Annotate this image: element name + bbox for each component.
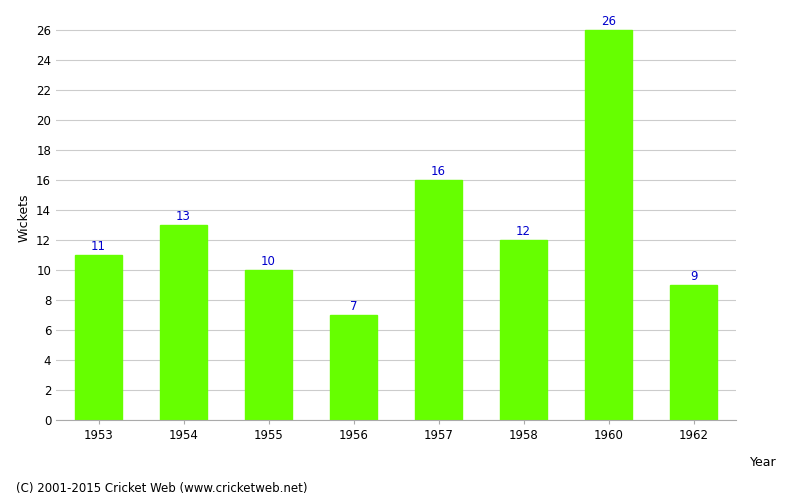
Text: 13: 13: [176, 210, 191, 223]
Bar: [585, 30, 632, 420]
Text: (C) 2001-2015 Cricket Web (www.cricketweb.net): (C) 2001-2015 Cricket Web (www.cricketwe…: [16, 482, 307, 495]
Bar: [245, 270, 292, 420]
Bar: [160, 225, 207, 420]
Text: 10: 10: [261, 255, 276, 268]
Y-axis label: Wickets: Wickets: [18, 193, 30, 242]
Text: 16: 16: [431, 165, 446, 178]
Bar: [500, 240, 547, 420]
Text: 12: 12: [516, 225, 531, 238]
Text: 9: 9: [690, 270, 698, 283]
Bar: [330, 315, 377, 420]
Bar: [415, 180, 462, 420]
Bar: [670, 285, 717, 420]
Text: 11: 11: [91, 240, 106, 253]
Text: 7: 7: [350, 300, 358, 313]
Bar: [75, 255, 122, 420]
Text: Year: Year: [750, 456, 776, 469]
Text: 26: 26: [601, 14, 616, 28]
